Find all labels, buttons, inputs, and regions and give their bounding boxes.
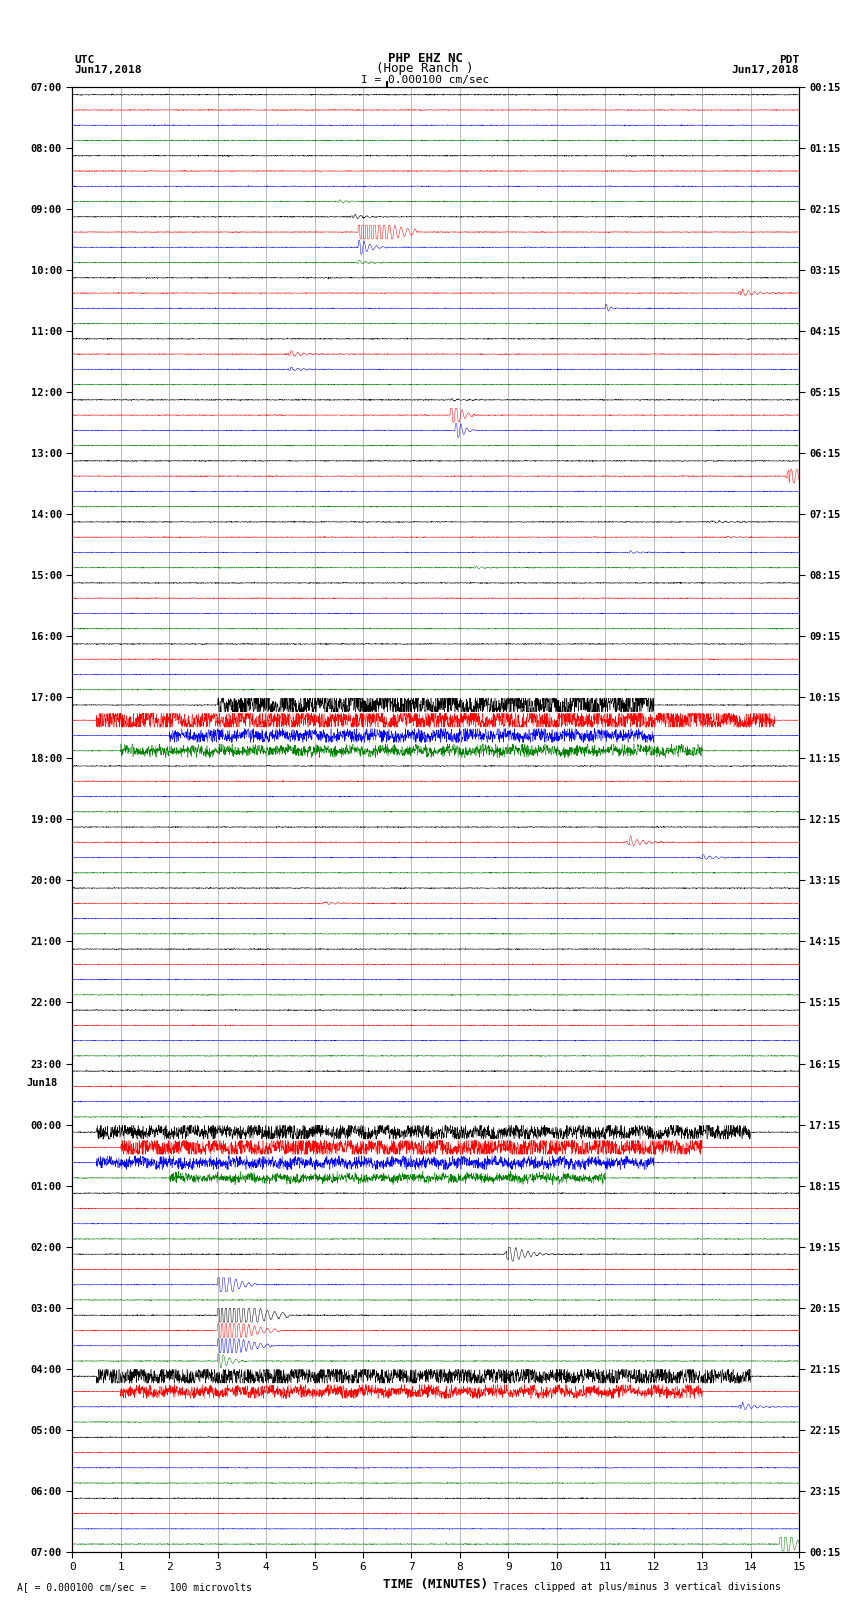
Text: (Hope Ranch ): (Hope Ranch )	[377, 61, 473, 76]
Text: PHP EHZ NC: PHP EHZ NC	[388, 52, 462, 65]
Text: Jun18: Jun18	[26, 1077, 58, 1087]
Text: Jun17,2018: Jun17,2018	[732, 65, 799, 76]
X-axis label: TIME (MINUTES): TIME (MINUTES)	[383, 1578, 488, 1590]
Text: I = 0.000100 cm/sec: I = 0.000100 cm/sec	[361, 74, 489, 84]
Text: UTC: UTC	[75, 55, 95, 65]
Text: A[ = 0.000100 cm/sec =    100 microvolts: A[ = 0.000100 cm/sec = 100 microvolts	[17, 1582, 252, 1592]
Text: Traces clipped at plus/minus 3 vertical divisions: Traces clipped at plus/minus 3 vertical …	[493, 1582, 781, 1592]
Text: Jun17,2018: Jun17,2018	[75, 65, 142, 76]
Text: PDT: PDT	[779, 55, 799, 65]
